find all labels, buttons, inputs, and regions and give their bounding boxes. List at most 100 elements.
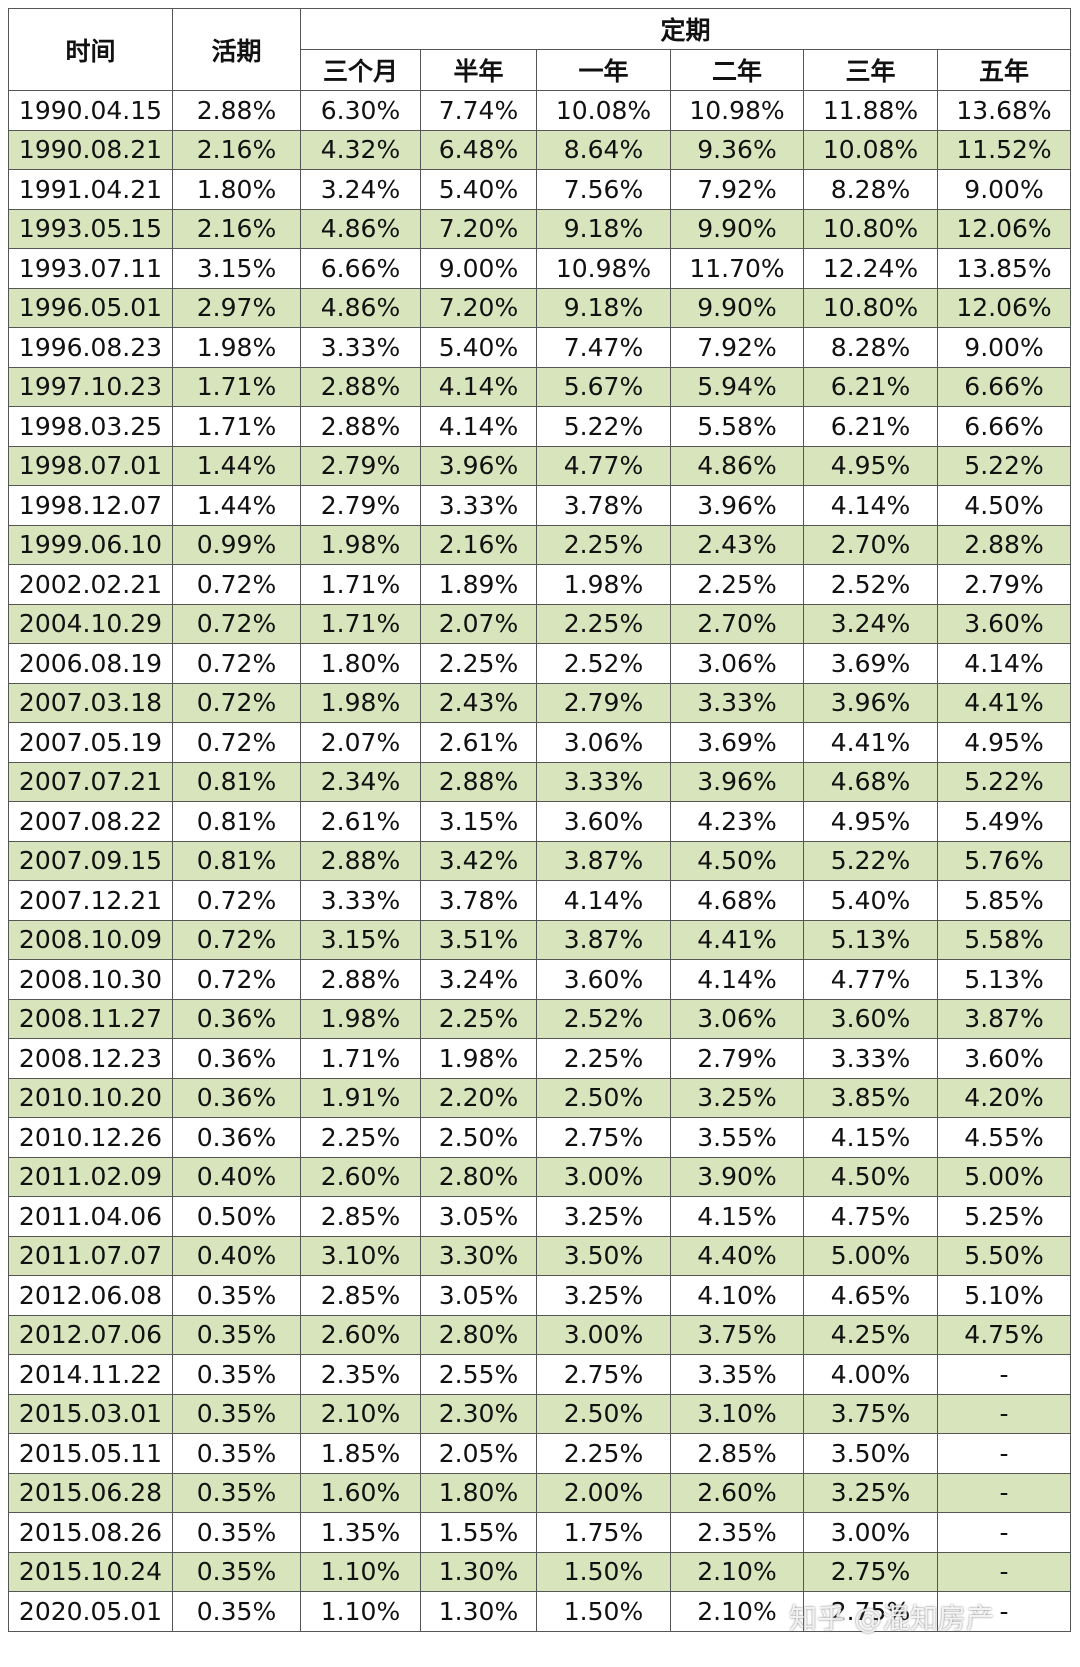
table-cell: 6.66% <box>936 406 1072 447</box>
table-cell: 4.10% <box>670 1275 804 1316</box>
table-cell: 3.78% <box>420 880 537 921</box>
table-cell: 2.35% <box>670 1512 804 1553</box>
table-cell: 3.50% <box>536 1235 671 1276</box>
table-row: 2004.10.29 0.72% 1.71% 2.07% 2.25% 2.70% 3.24%… <box>8 603 1072 644</box>
table-cell: 2012.07.06 <box>8 1314 173 1355</box>
table-cell: 4.00% <box>803 1354 938 1395</box>
table-cell: 1.75% <box>536 1512 671 1553</box>
table-cell: 4.50% <box>936 485 1072 526</box>
table-cell: 9.18% <box>536 208 671 249</box>
table-cell: 2.75% <box>803 1591 938 1632</box>
table-cell: 4.75% <box>803 1196 938 1237</box>
table-cell: 0.81% <box>172 840 301 881</box>
table-cell: 2015.06.28 <box>8 1472 173 1513</box>
table-cell: 2.70% <box>670 603 804 644</box>
header-cell: 一年 <box>536 49 671 91</box>
table-cell: 2.10% <box>670 1591 804 1632</box>
table-cell: 2.43% <box>670 524 804 565</box>
table-cell: 2.75% <box>536 1117 671 1158</box>
table-cell: 2007.08.22 <box>8 801 173 842</box>
table-row: 1996.05.01 2.97% 4.86% 7.20% 9.18% 9.90% 10.80… <box>8 287 1072 328</box>
table-cell: 3.87% <box>536 919 671 960</box>
table-cell: 3.33% <box>670 682 804 723</box>
table-cell: 1.98% <box>300 524 421 565</box>
table-cell: 3.42% <box>420 840 537 881</box>
table-header: 时间 活期 定期 三个月 半年 一年 二年 三年 五年 <box>8 8 1072 91</box>
table-cell: 2.75% <box>536 1354 671 1395</box>
table-body: 1990.04.15 2.88% 6.30% 7.74% 10.08% 10.98% 11.… <box>8 90 1072 1632</box>
table-cell: 7.20% <box>420 208 537 249</box>
table-cell: 13.68% <box>936 90 1072 131</box>
table-cell: - <box>936 1551 1072 1592</box>
table-row: 2007.12.21 0.72% 3.33% 3.78% 4.14% 4.68% 5.40%… <box>8 880 1072 921</box>
table-cell: 4.14% <box>670 959 804 1000</box>
table-cell: 5.67% <box>536 366 671 407</box>
table-cell: 5.58% <box>936 919 1072 960</box>
table-cell: 3.35% <box>670 1354 804 1395</box>
table-cell: 3.85% <box>803 1077 938 1118</box>
table-cell: 10.80% <box>803 287 938 328</box>
table-cell: 1996.08.23 <box>8 327 173 368</box>
table-cell: 0.35% <box>172 1551 301 1592</box>
table-cell: 2.61% <box>300 801 421 842</box>
table-cell: 0.72% <box>172 682 301 723</box>
table-cell: 11.52% <box>936 129 1072 170</box>
table-cell: 1.60% <box>300 1472 421 1513</box>
table-cell: 7.92% <box>670 327 804 368</box>
table-cell: 0.72% <box>172 603 301 644</box>
table-row: 2020.05.01 0.35% 1.10% 1.30% 1.50% 2.10% 2.75%… <box>8 1591 1072 1632</box>
table-cell: 3.50% <box>803 1433 938 1474</box>
table-row: 2008.12.23 0.36% 1.71% 1.98% 2.25% 2.79% 3.33%… <box>8 1038 1072 1079</box>
table-cell: 4.41% <box>936 682 1072 723</box>
table-cell: 2007.03.18 <box>8 682 173 723</box>
table-cell: 1993.05.15 <box>8 208 173 249</box>
table-row: 1990.08.21 2.16% 4.32% 6.48% 8.64% 9.36% 10.08… <box>8 129 1072 170</box>
table-cell: 2011.04.06 <box>8 1196 173 1237</box>
table-cell: 2.30% <box>420 1393 537 1434</box>
table-cell: 2.52% <box>536 643 671 684</box>
table-cell: 4.14% <box>803 485 938 526</box>
table-row: 1990.04.15 2.88% 6.30% 7.74% 10.08% 10.98% 11.… <box>8 90 1072 131</box>
table-cell: 3.00% <box>536 1156 671 1197</box>
table-cell: 5.10% <box>936 1275 1072 1316</box>
table-cell: 11.70% <box>670 248 804 289</box>
table-cell: 3.69% <box>803 643 938 684</box>
table-cell: 2.79% <box>536 682 671 723</box>
table-cell: 7.47% <box>536 327 671 368</box>
table-cell: 4.65% <box>803 1275 938 1316</box>
table-cell: 0.81% <box>172 801 301 842</box>
table-cell: - <box>936 1354 1072 1395</box>
header-cell: 半年 <box>420 49 537 91</box>
table-cell: 1990.08.21 <box>8 129 173 170</box>
table-cell: 4.95% <box>936 722 1072 763</box>
table-cell: 2.79% <box>936 564 1072 605</box>
table-cell: 4.14% <box>420 366 537 407</box>
table-cell: 8.28% <box>803 327 938 368</box>
table-cell: 10.98% <box>670 90 804 131</box>
table-cell: 9.36% <box>670 129 804 170</box>
table-cell: 2006.08.19 <box>8 643 173 684</box>
table-cell: 2011.07.07 <box>8 1235 173 1276</box>
table-cell: 1.80% <box>300 643 421 684</box>
table-cell: 2012.06.08 <box>8 1275 173 1316</box>
table-cell: 1.85% <box>300 1433 421 1474</box>
table-cell: 4.86% <box>300 208 421 249</box>
table-cell: 1998.07.01 <box>8 445 173 486</box>
table-cell: 1.71% <box>172 406 301 447</box>
table-cell: 5.13% <box>936 959 1072 1000</box>
table-cell: 11.88% <box>803 90 938 131</box>
table-cell: 0.99% <box>172 524 301 565</box>
table-cell: 1998.03.25 <box>8 406 173 447</box>
header-cell: 活期 <box>172 8 301 91</box>
table-row: 2008.10.09 0.72% 3.15% 3.51% 3.87% 4.41% 5.13%… <box>8 919 1072 960</box>
table-cell: 2.25% <box>420 643 537 684</box>
table-cell: 6.30% <box>300 90 421 131</box>
table-cell: 0.35% <box>172 1275 301 1316</box>
table-cell: 3.06% <box>670 998 804 1039</box>
table-row: 2007.08.22 0.81% 2.61% 3.15% 3.60% 4.23% 4.95%… <box>8 801 1072 842</box>
table-cell: 2.88% <box>300 366 421 407</box>
table-cell: 1.50% <box>536 1591 671 1632</box>
table-cell: 2.85% <box>300 1196 421 1237</box>
table-cell: 1.98% <box>300 682 421 723</box>
table-cell: 2.60% <box>300 1156 421 1197</box>
